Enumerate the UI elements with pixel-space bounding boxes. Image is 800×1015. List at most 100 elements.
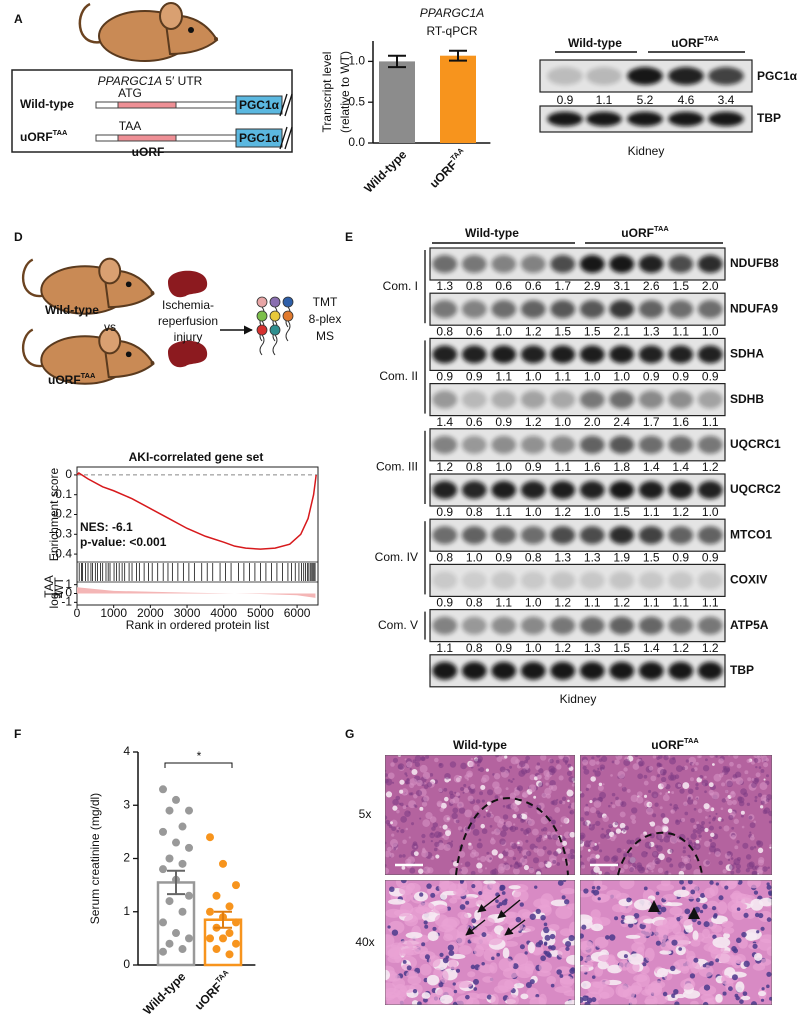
nucleus [470, 964, 476, 970]
cytoplasm [406, 882, 416, 891]
texture [594, 770, 601, 777]
texture-light [725, 797, 729, 802]
vessel [740, 810, 745, 815]
blot-band [609, 661, 635, 680]
blot-band [491, 661, 517, 680]
complex-label: Com. IV [375, 550, 418, 564]
blot-band [579, 481, 605, 499]
blot-band [520, 526, 546, 545]
blot-band [668, 300, 694, 319]
significance-bracket [164, 762, 233, 768]
lumen [625, 934, 641, 939]
texture [392, 757, 399, 763]
complex-label: Com. II [379, 369, 418, 383]
texture-light [718, 758, 724, 764]
texture [687, 798, 694, 805]
texture [475, 799, 481, 804]
texture-light [490, 837, 495, 841]
vessel [598, 870, 603, 875]
method-label: TMT [313, 295, 338, 309]
nucleus [742, 991, 748, 996]
texture [708, 825, 714, 831]
texture-light [626, 788, 631, 793]
texture [745, 868, 750, 873]
densitometry-value: 1.4 [643, 460, 660, 474]
densitometry-value: 0.8 [436, 550, 453, 564]
texture [674, 774, 680, 780]
group-label: uORFTAA [48, 371, 96, 387]
texture [392, 781, 395, 784]
nucleus [681, 886, 686, 891]
texture [434, 841, 440, 848]
texture-light [466, 778, 470, 781]
densitometry-value: 1.3 [554, 550, 571, 564]
nucleus [591, 975, 596, 979]
y-tick-label: 1.0 [348, 54, 365, 68]
texture [608, 804, 611, 808]
densitometry-value: 1.2 [672, 641, 689, 655]
texture-light [405, 827, 409, 831]
texture-light [528, 784, 537, 793]
texture [700, 824, 704, 828]
blot-band [547, 111, 583, 127]
vessel [411, 769, 418, 776]
nucleus [540, 914, 546, 921]
y-tick-label: 4 [123, 744, 130, 758]
texture [425, 755, 430, 759]
texture [754, 795, 758, 799]
blot-band [579, 390, 605, 409]
vessel [401, 865, 406, 870]
blot-band [550, 435, 576, 454]
break-mark [279, 93, 288, 117]
densitometry-value: 0.9 [672, 550, 689, 564]
texture [402, 854, 406, 858]
densitometry-value: 0.9 [436, 505, 453, 519]
texture [611, 792, 616, 797]
texture [679, 788, 685, 794]
nucleus [700, 892, 706, 899]
blot-band [579, 300, 605, 319]
lumen [474, 909, 482, 921]
texture [696, 797, 699, 800]
texture-light [404, 792, 408, 796]
nucleus [702, 903, 708, 910]
cytoplasm [700, 994, 714, 1002]
x-axis-label: Rank in ordered protein list [126, 618, 270, 632]
chart-title: AKI-correlated gene set [129, 450, 264, 464]
nucleus [459, 904, 466, 910]
texture-light [617, 770, 626, 779]
data-point [165, 854, 174, 863]
codon-label: ATG [118, 86, 142, 100]
nucleus [389, 886, 395, 893]
texture-light [726, 799, 733, 806]
blot-band [609, 345, 635, 364]
texture [511, 843, 518, 850]
densitometry-value: 0.8 [466, 505, 483, 519]
break-mark [284, 93, 293, 117]
ratio-label-sub: 2 [51, 592, 65, 599]
nucleus [736, 937, 742, 944]
vessel [727, 808, 733, 814]
blot-band [609, 481, 635, 499]
cytoplasm [453, 888, 469, 897]
texture-light [531, 828, 539, 836]
data-point [212, 891, 221, 900]
nucleus [699, 909, 704, 914]
nucleus [424, 954, 430, 960]
texture [721, 798, 726, 803]
texture [659, 768, 667, 776]
texture [567, 763, 572, 768]
texture-light [558, 775, 564, 781]
nucleus [400, 880, 407, 884]
data-point [206, 833, 214, 842]
nucleus [760, 926, 765, 931]
mouse-nose [150, 360, 155, 365]
texture-light [763, 762, 769, 768]
texture-light [547, 831, 551, 836]
blot-band [461, 526, 487, 545]
cytoplasm [548, 923, 560, 932]
vessel [569, 831, 575, 838]
texture-light [632, 763, 640, 770]
nucleus [402, 960, 407, 964]
densitometry-value: 1.5 [613, 505, 630, 519]
